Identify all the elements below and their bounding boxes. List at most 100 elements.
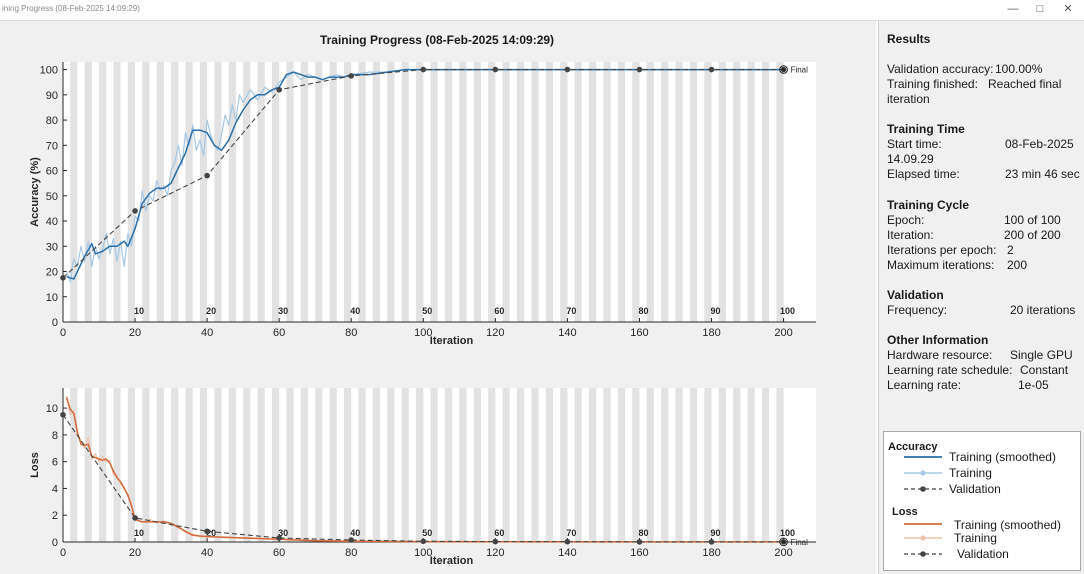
accuracy-validation-point bbox=[60, 275, 66, 281]
results-section: Results Validation accuracy: 100.00% Tra… bbox=[881, 21, 1081, 406]
accuracy-epoch-band bbox=[560, 62, 568, 322]
iteration-label: Iteration: bbox=[887, 228, 934, 242]
loss-epoch-band bbox=[257, 388, 265, 542]
loss-epoch-band bbox=[387, 388, 395, 542]
loss-epoch-band bbox=[733, 388, 741, 542]
max-iter-label: Maximum iterations: bbox=[887, 258, 995, 272]
loss-plot: 0 20 40 60 80 100 120 140 160 180 200 0 2 4 6 8 10 10 20 30… bbox=[29, 388, 816, 567]
hardware-value: Single GPU bbox=[1010, 348, 1073, 362]
loss-x-tick-label: 160 bbox=[630, 547, 648, 559]
accuracy-y-tick-label: 20 bbox=[46, 267, 58, 279]
loss-epoch-band bbox=[502, 388, 510, 542]
accuracy-epoch-band bbox=[444, 62, 453, 322]
accuracy-y-tick-label: 80 bbox=[46, 115, 58, 127]
loss-epoch-label: 30 bbox=[278, 528, 288, 538]
validation-accuracy-value: 100.00% bbox=[995, 62, 1043, 76]
loss-epoch-band bbox=[344, 388, 352, 542]
accuracy-epoch-band bbox=[430, 62, 438, 322]
legend-acc-training-label: Training bbox=[949, 466, 992, 480]
accuracy-epoch-band bbox=[171, 62, 179, 322]
accuracy-epoch-band bbox=[214, 62, 222, 322]
epoch-value: 100 of 100 bbox=[1004, 213, 1061, 227]
accuracy-epoch-band bbox=[199, 62, 208, 322]
accuracy-epoch-band bbox=[689, 62, 698, 322]
accuracy-x-tick-label: 200 bbox=[774, 327, 792, 339]
accuracy-x-tick-label: 0 bbox=[60, 327, 66, 339]
training-finished-value: Reached final bbox=[988, 77, 1062, 91]
iteration-value: 200 of 200 bbox=[1004, 228, 1061, 242]
accuracy-epoch-band bbox=[531, 62, 539, 322]
accuracy-epoch-label: 40 bbox=[350, 306, 360, 316]
accuracy-y-tick-label: 100 bbox=[40, 65, 58, 77]
info-panel: Results Validation accuracy: 100.00% Tra… bbox=[878, 21, 1084, 574]
loss-epoch-band bbox=[545, 388, 553, 542]
loss-epoch-band bbox=[459, 388, 467, 542]
accuracy-epoch-band bbox=[127, 62, 136, 322]
loss-x-tick-label: 0 bbox=[60, 547, 66, 559]
loss-epoch-band bbox=[199, 388, 208, 542]
loss-epoch-band bbox=[416, 388, 424, 542]
legend-loss-validation-label: Validation bbox=[957, 547, 1009, 561]
loss-epoch-band bbox=[632, 388, 640, 542]
training-finished-label: Training finished: bbox=[887, 77, 978, 91]
accuracy-epoch-band bbox=[185, 62, 193, 322]
minimize-button[interactable]: — bbox=[1000, 1, 1026, 18]
accuracy-x-tick-label: 120 bbox=[486, 327, 504, 339]
loss-y-tick-label: 6 bbox=[52, 457, 58, 469]
accuracy-epoch-band bbox=[315, 62, 323, 322]
accuracy-y-tick-label: 40 bbox=[46, 216, 58, 228]
legend-loss-smoothed-label: Training (smoothed) bbox=[954, 518, 1061, 532]
accuracy-y-tick-label: 70 bbox=[46, 140, 58, 152]
accuracy-x-axis-label: Iteration bbox=[430, 335, 474, 347]
accuracy-final-marker-ring bbox=[779, 65, 788, 74]
accuracy-y-tick-label: 50 bbox=[46, 191, 58, 203]
loss-epoch-label: 40 bbox=[350, 528, 360, 538]
maximize-button[interactable]: □ bbox=[1027, 1, 1053, 18]
accuracy-epoch-band bbox=[589, 62, 597, 322]
loss-final-label: Final bbox=[791, 538, 809, 547]
accuracy-validation-point bbox=[420, 66, 427, 73]
loss-x-tick-label: 200 bbox=[774, 547, 792, 559]
loss-epoch-label: 10 bbox=[134, 528, 144, 538]
accuracy-epoch-band bbox=[617, 62, 626, 322]
loss-epoch-band bbox=[358, 388, 366, 542]
accuracy-epoch-band bbox=[228, 62, 236, 322]
other-info-title: Other Information bbox=[887, 333, 989, 347]
legend: Accuracy Training (smoothed) Training Va… bbox=[883, 431, 1081, 571]
accuracy-epoch-label: 60 bbox=[494, 306, 504, 316]
lr-schedule-label: Learning rate schedule: bbox=[887, 363, 1013, 377]
accuracy-x-tick-label: 60 bbox=[273, 327, 285, 339]
accuracy-y-tick-label: 60 bbox=[46, 166, 58, 178]
loss-y-tick-label: 8 bbox=[52, 430, 58, 442]
minimize-icon: — bbox=[1007, 3, 1019, 15]
accuracy-epoch-band bbox=[675, 62, 683, 322]
loss-epoch-band bbox=[70, 388, 78, 542]
loss-final-marker-dot bbox=[781, 540, 786, 544]
loss-validation-point bbox=[132, 515, 138, 521]
loss-epoch-band bbox=[243, 388, 251, 542]
accuracy-epoch-label: 10 bbox=[134, 306, 144, 316]
accuracy-epoch-band bbox=[473, 62, 481, 322]
close-button[interactable]: ✕ bbox=[1055, 1, 1081, 18]
loss-epoch-band bbox=[560, 388, 568, 542]
loss-epoch-band bbox=[761, 388, 770, 542]
accuracy-epoch-label: 70 bbox=[566, 306, 576, 316]
legend-acc-validation-marker bbox=[920, 486, 926, 492]
start-time-value: 08-Feb-2025 bbox=[1005, 137, 1074, 151]
training-finished-value-cont: iteration bbox=[887, 92, 930, 106]
legend-loss-training-marker bbox=[920, 535, 926, 541]
loss-epoch-band bbox=[84, 388, 92, 542]
loss-validation-point bbox=[492, 538, 499, 545]
loss-epoch-band bbox=[776, 388, 784, 542]
accuracy-epoch-band bbox=[502, 62, 510, 322]
loss-x-tick-label: 140 bbox=[558, 547, 576, 559]
loss-epoch-band bbox=[300, 388, 308, 542]
loss-epoch-label: 20 bbox=[206, 528, 216, 538]
loss-y-tick-label: 10 bbox=[46, 403, 58, 415]
loss-validation-point bbox=[708, 539, 715, 545]
accuracy-epoch-band bbox=[416, 62, 424, 322]
accuracy-x-tick-label: 40 bbox=[201, 327, 213, 339]
accuracy-validation-point bbox=[204, 172, 210, 179]
accuracy-epoch-band bbox=[99, 62, 107, 322]
legend-loss-title: Loss bbox=[892, 506, 918, 518]
